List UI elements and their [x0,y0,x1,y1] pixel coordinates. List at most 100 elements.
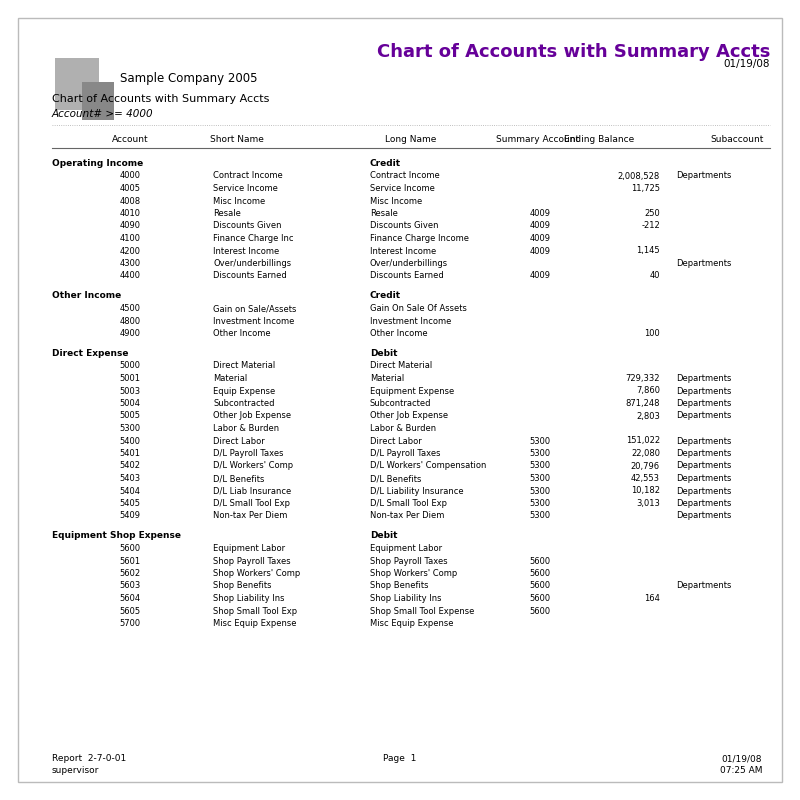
Text: 5404: 5404 [119,486,141,495]
Text: 4009: 4009 [530,234,550,243]
Text: 5300: 5300 [530,499,550,508]
Text: 4009: 4009 [530,246,550,255]
Text: D/L Workers' Compensation: D/L Workers' Compensation [370,462,486,470]
Text: 250: 250 [644,209,660,218]
Text: Equipment Expense: Equipment Expense [370,386,454,395]
Text: Shop Benefits: Shop Benefits [370,582,429,590]
Text: Misc Equip Expense: Misc Equip Expense [370,619,454,628]
Text: 5300: 5300 [530,486,550,495]
Text: Non-tax Per Diem: Non-tax Per Diem [213,511,287,521]
Text: Subaccount: Subaccount [710,135,763,144]
Text: 4090: 4090 [119,222,141,230]
Text: 10,182: 10,182 [631,486,660,495]
Text: Finance Charge Income: Finance Charge Income [370,234,469,243]
Text: Long Name: Long Name [385,135,436,144]
Text: 5300: 5300 [530,437,550,446]
Text: Short Name: Short Name [210,135,264,144]
Text: Departments: Departments [676,411,731,421]
Text: Service Income: Service Income [370,184,435,193]
Text: Direct Material: Direct Material [213,362,275,370]
Text: 5300: 5300 [530,511,550,521]
Text: 4300: 4300 [119,259,141,268]
Text: Over/underbillings: Over/underbillings [213,259,291,268]
Text: Misc Equip Expense: Misc Equip Expense [213,619,297,628]
Text: 5604: 5604 [119,594,141,603]
Text: 2,008,528: 2,008,528 [618,171,660,181]
Text: 3,013: 3,013 [636,499,660,508]
Text: Discounts Earned: Discounts Earned [213,271,286,281]
Text: Investment Income: Investment Income [213,317,294,326]
Text: Departments: Departments [676,449,731,458]
Text: Other Income: Other Income [370,329,428,338]
Text: Direct Material: Direct Material [370,362,432,370]
Text: Debit: Debit [370,531,398,541]
Text: 4009: 4009 [530,271,550,281]
Text: Sample Company 2005: Sample Company 2005 [120,72,258,85]
Text: Departments: Departments [676,399,731,408]
Text: Departments: Departments [676,374,731,383]
Text: D/L Payroll Taxes: D/L Payroll Taxes [213,449,283,458]
Text: Equip Expense: Equip Expense [213,386,275,395]
Text: Discounts Earned: Discounts Earned [370,271,444,281]
Text: Interest Income: Interest Income [370,246,436,255]
Text: 01/19/08: 01/19/08 [723,59,770,69]
Text: Equipment Labor: Equipment Labor [213,544,285,553]
Text: Other Job Expense: Other Job Expense [370,411,448,421]
Text: 40: 40 [650,271,660,281]
Text: D/L Benefits: D/L Benefits [370,474,422,483]
Text: Chart of Accounts with Summary Accts: Chart of Accounts with Summary Accts [52,94,270,104]
Text: 22,080: 22,080 [631,449,660,458]
Text: D/L Small Tool Exp: D/L Small Tool Exp [213,499,290,508]
Text: -212: -212 [642,222,660,230]
Text: 1,145: 1,145 [636,246,660,255]
Text: Resale: Resale [370,209,398,218]
Text: 5402: 5402 [119,462,141,470]
Text: Equipment Shop Expense: Equipment Shop Expense [52,531,181,541]
Text: Material: Material [370,374,404,383]
Text: Account# >= 4000: Account# >= 4000 [52,109,154,119]
Text: Discounts Given: Discounts Given [213,222,282,230]
Text: Direct Labor: Direct Labor [213,437,265,446]
Text: Non-tax Per Diem: Non-tax Per Diem [370,511,444,521]
Text: 5005: 5005 [119,411,141,421]
Text: 5405: 5405 [119,499,141,508]
Text: 151,022: 151,022 [626,437,660,446]
Text: 5300: 5300 [119,424,141,433]
Text: Other Income: Other Income [213,329,270,338]
Text: Interest Income: Interest Income [213,246,279,255]
Text: Investment Income: Investment Income [370,317,451,326]
Text: Misc Income: Misc Income [370,197,422,206]
Text: 11,725: 11,725 [631,184,660,193]
Text: Account: Account [112,135,148,144]
Text: Departments: Departments [676,499,731,508]
Text: 2,803: 2,803 [636,411,660,421]
Text: 100: 100 [644,329,660,338]
Text: 01/19/08: 01/19/08 [722,754,762,763]
Text: 4400: 4400 [119,271,141,281]
Text: 20,796: 20,796 [631,462,660,470]
Text: Labor & Burden: Labor & Burden [213,424,279,433]
Text: 5003: 5003 [119,386,141,395]
Text: Shop Liability Ins: Shop Liability Ins [370,594,442,603]
Text: 4000: 4000 [119,171,141,181]
Text: 871,248: 871,248 [626,399,660,408]
Text: Shop Payroll Taxes: Shop Payroll Taxes [213,557,290,566]
Text: Departments: Departments [676,437,731,446]
Text: Departments: Departments [676,511,731,521]
Text: 5600: 5600 [530,594,550,603]
Text: Credit: Credit [370,291,401,301]
Text: D/L Payroll Taxes: D/L Payroll Taxes [370,449,441,458]
Text: Report  2-7-0-01: Report 2-7-0-01 [52,754,126,763]
Text: 5403: 5403 [119,474,141,483]
Text: Contract Income: Contract Income [213,171,282,181]
Text: Misc Income: Misc Income [213,197,266,206]
Text: 4500: 4500 [119,304,141,313]
Text: 5602: 5602 [119,569,141,578]
Text: 729,332: 729,332 [626,374,660,383]
Text: D/L Workers' Comp: D/L Workers' Comp [213,462,293,470]
Text: 4009: 4009 [530,222,550,230]
Text: 4010: 4010 [119,209,141,218]
Text: Over/underbillings: Over/underbillings [370,259,448,268]
Text: Departments: Departments [676,386,731,395]
Text: D/L Liab Insurance: D/L Liab Insurance [213,486,291,495]
